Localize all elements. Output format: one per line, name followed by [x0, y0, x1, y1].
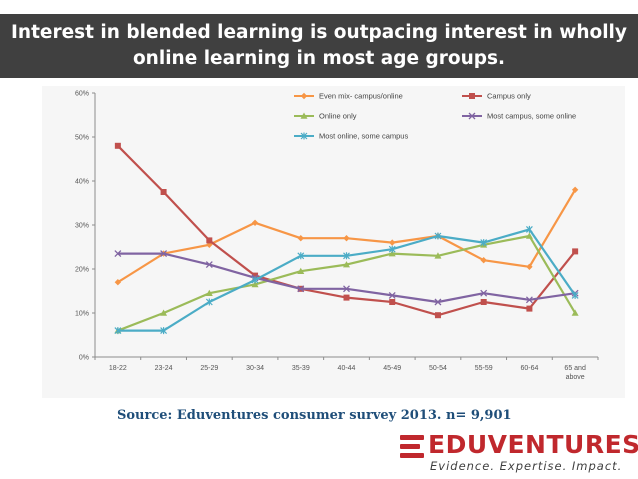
x-tick-label: 23-24 — [155, 365, 173, 372]
data-point-0 — [526, 263, 533, 270]
data-point-3 — [480, 289, 488, 297]
data-point-3 — [114, 250, 122, 258]
x-tick-label: 25-29 — [200, 365, 218, 372]
x-tick-label: above — [566, 374, 585, 381]
data-point-4 — [571, 291, 579, 299]
data-point-3 — [160, 250, 168, 258]
x-tick-label: 18-22 — [109, 365, 127, 372]
data-point-4 — [205, 298, 213, 306]
x-tick-label: 60-64 — [520, 365, 538, 372]
data-point-2 — [251, 280, 259, 288]
data-point-2 — [205, 289, 213, 296]
y-tick-label: 0% — [79, 355, 89, 362]
data-point-2 — [343, 261, 350, 268]
data-point-0 — [297, 235, 304, 242]
data-point-0 — [343, 235, 350, 242]
x-tick-label: 30-34 — [246, 365, 264, 372]
data-point-0 — [480, 257, 487, 264]
data-point-0 — [389, 239, 396, 246]
data-point-1 — [434, 312, 441, 319]
data-point-1 — [114, 142, 121, 149]
data-point-4 — [297, 252, 305, 260]
logo-mark-icon — [400, 435, 424, 459]
x-tick-label: 40-44 — [338, 365, 356, 372]
data-point-2 — [160, 309, 168, 316]
data-point-4 — [480, 239, 488, 247]
data-point-2 — [297, 267, 305, 274]
data-point-0 — [114, 279, 122, 286]
data-point-4 — [343, 252, 350, 260]
legend-label-1: Campus only — [487, 92, 531, 101]
data-point-1 — [526, 305, 533, 312]
data-point-2 — [388, 250, 396, 257]
data-point-2 — [571, 309, 579, 316]
x-tick-label: 45-49 — [383, 365, 401, 372]
legend-marker-3 — [468, 112, 476, 120]
y-tick-label: 10% — [75, 311, 89, 318]
slide-title: Interest in blended learning is outpacin… — [11, 22, 627, 69]
data-point-1 — [389, 299, 396, 305]
legend-label-2: Online only — [319, 112, 357, 121]
x-tick-label: 50-54 — [429, 365, 447, 372]
y-tick-label: 50% — [75, 135, 89, 142]
data-point-4 — [251, 276, 259, 284]
logo-tagline: Evidence. Expertise. Impact. — [430, 459, 623, 473]
data-point-3 — [205, 261, 213, 269]
line-chart: 0% 10% 20% 30% 40% 50% 60% 18-22 23-24 25-29 30-34… — [75, 91, 599, 381]
x-tick-label: 35-39 — [292, 365, 310, 372]
legend-marker-2 — [300, 112, 308, 119]
data-point-4 — [388, 245, 396, 253]
logo-name: EDUVENTURES — [428, 430, 638, 459]
data-point-1 — [252, 272, 259, 279]
data-point-2 — [525, 232, 533, 239]
y-tick-label: 40% — [75, 179, 89, 186]
data-point-4 — [434, 232, 442, 240]
data-point-3 — [434, 298, 442, 306]
data-point-3 — [343, 285, 350, 293]
data-point-1 — [343, 294, 350, 301]
x-tick-label: 65 and — [564, 365, 586, 372]
y-tick-label: 30% — [75, 223, 89, 230]
eduventures-logo: EDUVENTURES Evidence. Expertise. Impact. — [400, 430, 638, 475]
legend-label-3: Most campus, some online — [487, 112, 576, 121]
data-point-1 — [160, 189, 167, 195]
chart-panel — [42, 86, 625, 398]
data-point-1 — [480, 299, 487, 305]
data-point-3 — [525, 296, 533, 304]
legend-marker-1 — [469, 93, 475, 99]
legend-label-0: Even mix- campus/online — [319, 92, 403, 101]
legend-label-4: Most online, some campus — [319, 132, 408, 141]
data-point-4 — [160, 327, 168, 335]
legend-marker-4 — [300, 132, 308, 140]
title-bar: Interest in blended learning is outpacin… — [0, 14, 638, 78]
data-point-4 — [114, 327, 122, 335]
y-tick-label: 60% — [75, 91, 89, 98]
data-point-3 — [388, 291, 396, 299]
source-note: Source: Eduventures consumer survey 2013… — [117, 408, 512, 423]
data-point-0 — [251, 219, 259, 226]
y-tick-label: 20% — [75, 267, 89, 274]
legend-marker-0 — [300, 92, 308, 100]
data-point-0 — [571, 186, 579, 193]
data-point-2 — [434, 252, 442, 259]
data-point-4 — [525, 225, 533, 233]
data-point-1 — [572, 248, 579, 255]
x-tick-label: 55-59 — [475, 365, 493, 372]
data-point-3 — [297, 285, 305, 293]
series-line-4 — [117, 228, 577, 332]
data-point-1 — [206, 237, 213, 244]
